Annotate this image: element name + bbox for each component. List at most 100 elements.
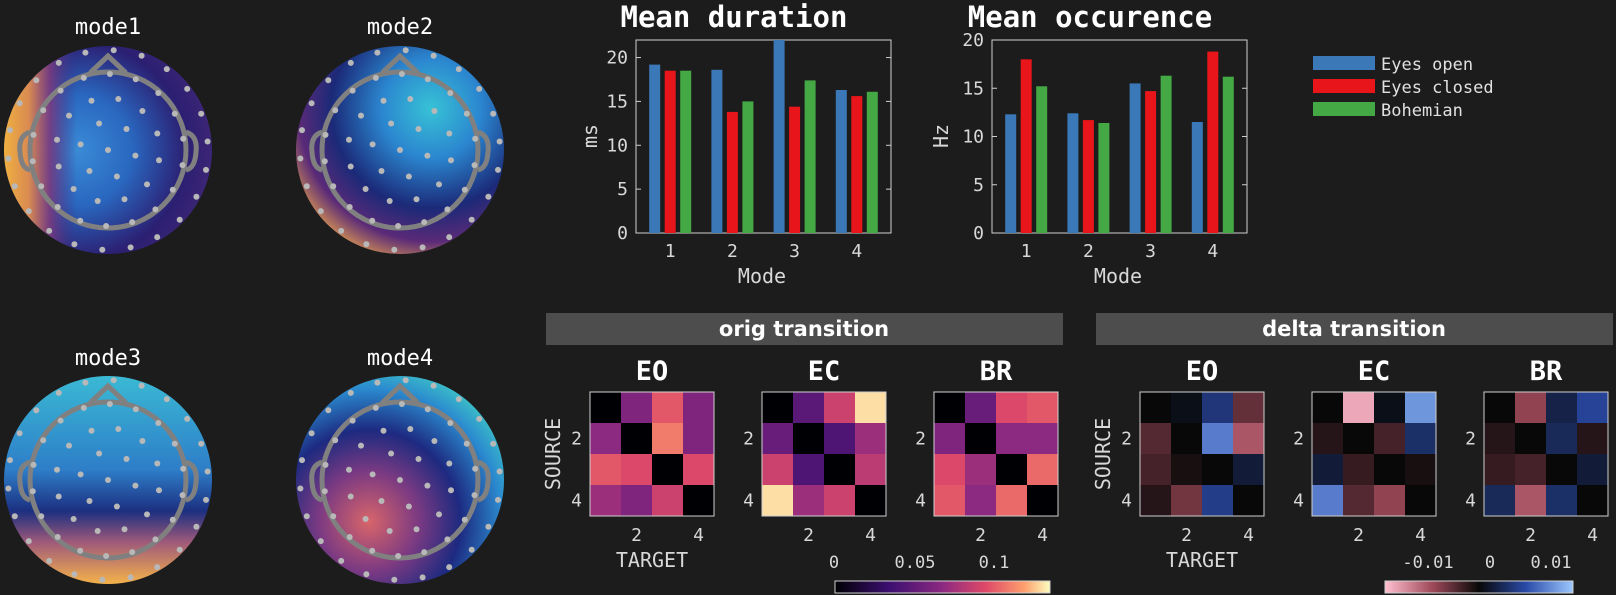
- bar: [711, 69, 723, 233]
- electrode-dot: [129, 549, 136, 556]
- x-axis-label: TARGET: [1166, 548, 1238, 572]
- colorbar-tick: -0.01: [1402, 553, 1453, 573]
- electrode-dot: [308, 100, 315, 107]
- heatmap-cell: [1577, 423, 1608, 454]
- heatmap-cell: [793, 454, 824, 485]
- electrode-dot: [132, 152, 139, 159]
- bar: [1036, 86, 1048, 233]
- electrode-dot: [448, 157, 454, 164]
- electrode-dot: [346, 534, 353, 540]
- heatmap-cell: [1312, 423, 1343, 454]
- bar: [1207, 51, 1219, 233]
- heatmap-cell: [1546, 392, 1577, 423]
- electrode-dot: [444, 536, 451, 543]
- electrode-dot: [38, 183, 45, 190]
- nose-outline: [88, 52, 128, 75]
- electrode-dot: [176, 216, 183, 223]
- electrode-dot: [7, 457, 13, 464]
- electrode-dot: [369, 141, 376, 148]
- bar: [1067, 113, 1079, 233]
- topomap-mode2: mode2: [296, 15, 504, 254]
- electrode-dot: [405, 503, 412, 510]
- electrode-dot: [152, 206, 159, 213]
- legend-swatch-eyes-closed: [1313, 79, 1375, 93]
- electrode-dot: [132, 76, 139, 83]
- electrode-dot: [421, 219, 428, 226]
- colorbar-delta: -0.01 0 0.01: [1384, 553, 1574, 594]
- heatmap-cell: [1140, 454, 1171, 485]
- electrode-dot: [430, 52, 437, 59]
- electrode-dot: [447, 90, 454, 96]
- electrode-dot: [25, 208, 32, 215]
- heatmap-cell: [934, 454, 965, 485]
- colorbar: [834, 580, 1051, 594]
- heatmap-cell: [934, 423, 965, 454]
- y-tick-label: 15: [962, 78, 984, 99]
- electrode-dot: [346, 204, 353, 210]
- electrode-dot: [386, 198, 393, 204]
- heatmap-panel-title: BR: [1530, 356, 1563, 387]
- electrode-dot: [374, 379, 381, 386]
- bar: [726, 111, 738, 233]
- header-title: orig transition: [719, 317, 889, 341]
- colorbar-tick: 0.01: [1531, 553, 1572, 573]
- electrode-dot: [176, 546, 183, 553]
- y-tick-label: 4: [743, 491, 754, 512]
- electrode-dot: [447, 420, 454, 426]
- x-tick-label: 2: [727, 241, 738, 262]
- electrode-dot: [77, 141, 84, 148]
- right-ear-outline: [185, 129, 199, 173]
- bar: [851, 96, 863, 233]
- electrode-dot: [349, 417, 356, 424]
- electrode-dot: [369, 217, 376, 224]
- heatmap-cell: [965, 454, 996, 485]
- electrode-dot: [29, 488, 36, 495]
- electrode-dot: [303, 183, 310, 190]
- x-tick-label: 4: [1037, 525, 1048, 546]
- electrode-dot: [419, 574, 426, 581]
- electrode-dot: [398, 401, 405, 407]
- electrode-dot: [77, 547, 84, 554]
- electrode-dot: [322, 131, 329, 138]
- heatmap-cell: [1515, 454, 1546, 485]
- electrode-dot: [179, 162, 186, 169]
- heatmap-cell: [855, 454, 886, 485]
- electrode-dot: [155, 420, 162, 426]
- heatmap-frame: [589, 391, 715, 517]
- heatmap-cell: [934, 485, 965, 516]
- heatmap-cell: [1343, 392, 1374, 423]
- electrode-dot: [55, 493, 62, 500]
- electrode-dot: [363, 571, 370, 578]
- heatmap-cell: [996, 485, 1027, 516]
- bar: [742, 101, 754, 234]
- heatmap-cell: [1027, 454, 1058, 485]
- electrode-dot: [330, 183, 337, 190]
- electrode-dot: [156, 157, 162, 164]
- electrode-dot: [132, 482, 139, 489]
- electrode-dot: [86, 498, 93, 504]
- heatmap-cell: [855, 392, 886, 423]
- x-axis-label: TARGET: [616, 548, 688, 572]
- electrode-dot: [415, 456, 422, 462]
- electrode-dot: [30, 461, 37, 468]
- legend: Eyes open Eyes closed Bohemian: [1313, 55, 1494, 121]
- heatmap-cell: [824, 392, 855, 423]
- topomap-title: mode1: [75, 15, 141, 40]
- electrode-dot: [402, 47, 409, 54]
- header-bar: [1096, 313, 1613, 345]
- electrode-dot: [363, 241, 370, 248]
- electrode-dot: [99, 246, 106, 253]
- colorbar-tick: 0: [1485, 553, 1495, 573]
- electrode-dot: [7, 127, 13, 134]
- electrode-dot: [71, 241, 78, 248]
- x-tick-label: 4: [1415, 525, 1426, 546]
- electrode-dot: [123, 456, 130, 462]
- electrode-dot: [54, 534, 61, 540]
- heatmap-cell: [1577, 392, 1608, 423]
- electrode-dot: [33, 77, 40, 84]
- y-tick-label: 15: [606, 91, 628, 112]
- heatmap-cell: [996, 423, 1027, 454]
- orig-transition-header: orig transition: [546, 313, 1063, 345]
- electrode-dot: [94, 198, 101, 204]
- heatmap-cell: [1027, 423, 1058, 454]
